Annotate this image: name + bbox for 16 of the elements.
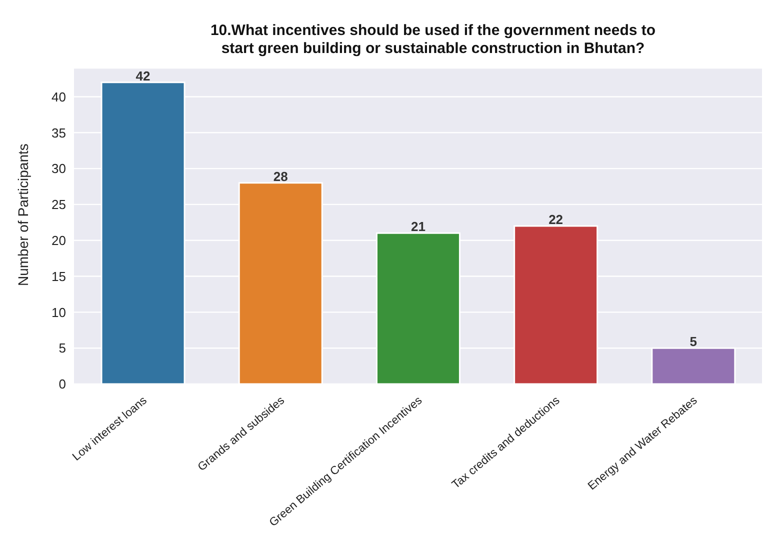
y-tick-label: 40 <box>52 89 66 104</box>
y-tick-label: 0 <box>58 376 66 392</box>
y-tick-label: 10 <box>52 304 66 320</box>
data-label: 22 <box>548 212 564 227</box>
y-tick-label: 25 <box>52 197 66 212</box>
y-tick-label: 30 <box>52 161 66 176</box>
y-axis-title: Number of Participants <box>14 144 31 286</box>
y-tick-label: 15 <box>52 268 66 284</box>
data-label: 28 <box>273 168 288 184</box>
data-label: 42 <box>136 68 150 84</box>
y-tick-label: 35 <box>52 125 66 140</box>
y-tick-label: 20 <box>52 232 66 248</box>
chart-title: 10.What incentives should be used if the government needs to start green building or sustainable construction in Bhutan? <box>209 22 657 58</box>
y-tick-label: 5 <box>58 340 66 356</box>
data-label: 21 <box>410 219 426 234</box>
data-label: 5 <box>690 334 698 350</box>
